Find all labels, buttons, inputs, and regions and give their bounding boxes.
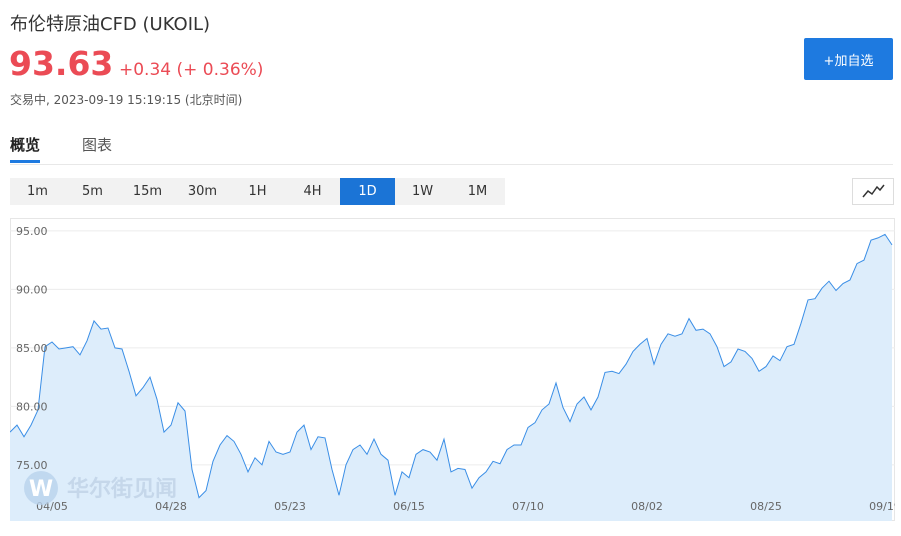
- x-tick-label: 08/25: [750, 500, 782, 513]
- tab[interactable]: 概览: [10, 134, 41, 163]
- y-tick-label: 75.00: [16, 459, 48, 472]
- area-fill: [10, 234, 892, 521]
- interval-button[interactable]: 1M: [467, 184, 488, 199]
- interval-button[interactable]: 1m: [27, 184, 48, 199]
- x-tick-label: 08/02: [631, 500, 663, 513]
- x-tick-label: 06/15: [393, 500, 425, 513]
- interval-button[interactable]: 1D: [340, 178, 395, 205]
- interval-button[interactable]: 5m: [82, 184, 103, 199]
- tab-divider: [10, 164, 893, 165]
- x-tick-label: 05/23: [274, 500, 306, 513]
- interval-button[interactable]: 15m: [132, 184, 163, 199]
- interval-button[interactable]: 30m: [187, 184, 218, 199]
- status: 交易中, 2023-09-19 15:19:15 (北京时间): [10, 93, 243, 107]
- tab[interactable]: 图表: [82, 136, 113, 154]
- chart-style-button[interactable]: [852, 178, 894, 205]
- title: 布伦特原油CFD (UKOIL): [10, 14, 211, 35]
- x-tick-label: 04/28: [155, 500, 187, 513]
- watermark-logo: [24, 471, 58, 505]
- watermark: 华尔街见闻: [67, 476, 177, 502]
- add-watchlist-button[interactable]: +加自选: [804, 38, 893, 80]
- x-tick-label: 09/19: [869, 500, 895, 513]
- y-tick-label: 85.00: [16, 342, 48, 355]
- interval-button[interactable]: 1H: [248, 184, 267, 199]
- price-change: +0.34 (+ 0.36%): [119, 60, 264, 80]
- price: 93.63: [9, 44, 114, 83]
- chart-style-icon: [862, 184, 885, 198]
- interval-button[interactable]: 1W: [411, 184, 434, 199]
- watermark-logo-letter: W: [29, 477, 53, 502]
- y-tick-label: 80.00: [16, 400, 48, 413]
- x-tick-label: 07/10: [512, 500, 544, 513]
- interval-button[interactable]: 4H: [303, 184, 322, 199]
- price-line: [10, 233, 893, 499]
- interval-bar: 1m 5m 15m 30m 1H 4H 1D 1W 1M: [10, 178, 505, 205]
- y-tick-label: 95.00: [16, 225, 48, 238]
- y-tick-label: 90.00: [16, 283, 48, 296]
